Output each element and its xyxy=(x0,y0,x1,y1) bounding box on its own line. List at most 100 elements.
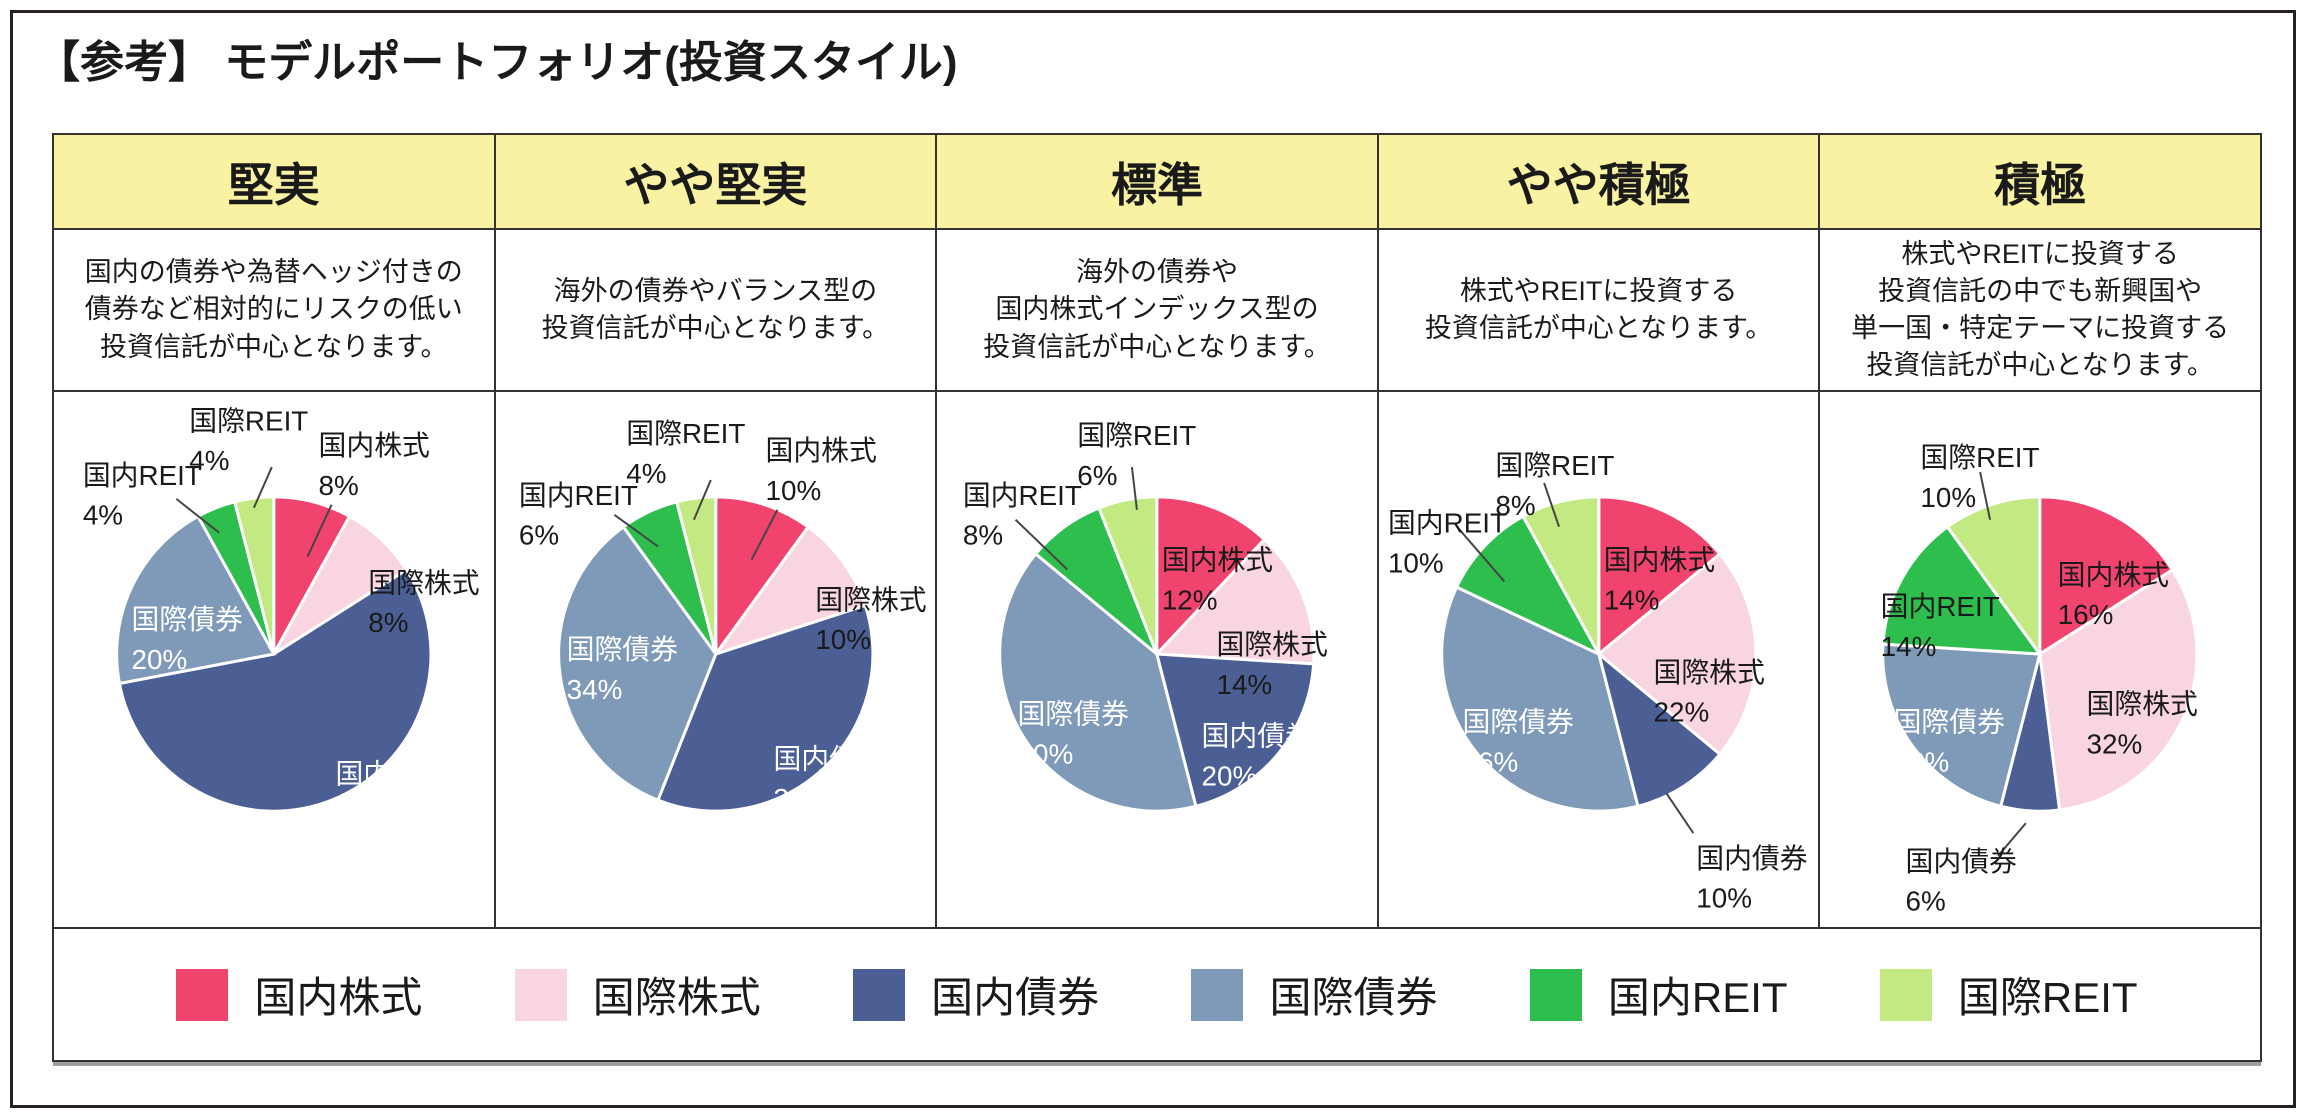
slice-label-name: 国内REIT xyxy=(1388,508,1507,539)
description-line: 投資信託の中でも新興国や xyxy=(1878,275,2203,306)
slice-label-name: 国内債券 xyxy=(1696,843,1807,874)
pie-slice-国内株式 xyxy=(2038,495,2175,657)
style-column: 積極 株式やREITに投資する 投資信託の中でも新興国や 単一国・特定テーマに投資す… xyxy=(1820,135,2260,927)
description-line: 国内株式インデックス型の xyxy=(995,294,1319,325)
pie-slice-国際株式 xyxy=(1596,551,1758,757)
slice-label-name: 国内株式 xyxy=(2058,559,2169,590)
style-description: 国内の債券や為替ヘッジ付きの 債券など相対的にリスクの低い 投資信託が中心となります… xyxy=(54,230,494,392)
slice-label-value: 20% xyxy=(132,644,188,675)
style-columns: 堅実 国内の債券や為替ヘッジ付きの 債券など相対的にリスクの低い 投資信託が中心とな… xyxy=(54,135,2260,927)
style-column: 標準 海外の債券や 国内株式インデックス型の 投資信託が中心となります。 国内株式 1… xyxy=(937,135,1379,927)
pie-slice-国際債券 xyxy=(1439,585,1640,813)
pie-slice-国内債券 xyxy=(117,567,433,813)
pie-slice-国内株式 xyxy=(1597,495,1722,658)
legend-item: 国際債券 xyxy=(1191,964,1438,1025)
slice-label-value: 14% xyxy=(1604,584,1660,615)
style-column: やや積極 株式やREITに投資する 投資信託が中心となります。 国内株式 14% 国際… xyxy=(1378,135,1821,927)
style-description: 株式やREITに投資する 投資信託が中心となります。 xyxy=(1378,230,1819,392)
slice-label-value: 56% xyxy=(335,798,391,829)
slice-label-name: 国内債券 xyxy=(1906,846,2017,877)
allocation-pie-chart: 国内株式 16% 国際株式 32% 国内債券 6% 国際債券 22% 国内REIT 14% 国際RE… xyxy=(1820,392,2260,927)
slice-label-name: 国際債券 xyxy=(1462,707,1573,738)
slice-label-value: 8% xyxy=(319,470,359,501)
legend-label: 国際債券 xyxy=(1269,974,1438,1021)
slice-label-value: 8% xyxy=(963,520,1003,551)
label-leader-line xyxy=(1997,822,2028,857)
pie-slice-国際REIT xyxy=(232,495,276,655)
description-line: 投資信託が中心となります。 xyxy=(1866,350,2214,381)
label-leader-line xyxy=(1665,792,1694,834)
style-header-やや積極: やや積極 xyxy=(1378,135,1819,230)
style-column: やや堅実 海外の債券やバランス型の 投資信託が中心となります。 国内株式 10% 国際… xyxy=(495,135,938,927)
label-leader-line xyxy=(1015,519,1069,571)
slice-label-name: 国際REIT xyxy=(1921,442,2040,473)
slice-label-value: 36% xyxy=(773,783,829,814)
legend-swatch-国際債券 xyxy=(1191,968,1244,1021)
description-line: 海外の債券や xyxy=(1075,257,1238,288)
legend: 国内株式 国際株式 国内債券 国際債券 国内REIT 国際REIT xyxy=(54,927,2260,1060)
label-leader-line xyxy=(1542,482,1560,528)
legend-swatch-国内株式 xyxy=(176,968,229,1021)
slice-label-value: 36% xyxy=(1462,746,1518,777)
pie-slice-国際債券 xyxy=(556,524,718,803)
style-description: 海外の債券やバランス型の 投資信託が中心となります。 xyxy=(495,230,936,392)
slice-label-name: 国際債券 xyxy=(1894,707,2005,738)
label-leader-line xyxy=(1131,466,1139,510)
label-leader-line xyxy=(306,504,333,557)
page-title: 【参考】 モデルポートフォリオ(投資スタイル) xyxy=(36,38,958,87)
pie-svg-やや堅実: 国内株式 10% 国際株式 10% 国内債券 36% 国際債券 34% 国内REIT 6% 国際RE… xyxy=(518,418,926,814)
slice-label-name: 国際債券 xyxy=(132,604,243,635)
style-header-やや堅実: やや堅実 xyxy=(495,135,936,230)
pie-slice-国際株式 xyxy=(2038,567,2199,812)
style-header-堅実: 堅実 xyxy=(54,135,494,230)
allocation-pie-chart: 国内株式 8% 国際株式 8% 国内債券 56% 国際債券 20% 国内REIT 4% 国際REIT… xyxy=(54,392,494,927)
slice-label-value: 10% xyxy=(1921,482,1977,513)
style-header-積極: 積極 xyxy=(1820,135,2260,230)
portfolio-table: 堅実 国内の債券や為替ヘッジ付きの 債券など相対的にリスクの低い 投資信託が中心とな… xyxy=(52,133,2262,1062)
pie-slice-国内債券 xyxy=(655,603,875,813)
pie-slice-国際株式 xyxy=(1153,537,1316,666)
pie-slice-国際REIT xyxy=(1097,495,1159,655)
label-leader-line xyxy=(613,513,659,548)
legend-label: 国内債券 xyxy=(931,974,1100,1021)
description-line: 株式やREITに投資する xyxy=(1901,238,2179,269)
slice-label-name: 国際REIT xyxy=(626,418,745,449)
pie-slice-国際REIT xyxy=(1945,495,2042,659)
label-leader-line xyxy=(750,509,778,561)
legend-item: 国内REIT xyxy=(1529,964,1788,1025)
allocation-pie-chart: 国内株式 10% 国際株式 10% 国内債券 36% 国際債券 34% 国内REIT 6% 国際RE… xyxy=(496,392,936,927)
pie-slice-国際債券 xyxy=(998,551,1198,813)
slice-label-value: 6% xyxy=(1077,460,1117,491)
slice-label-name: 国際REIT xyxy=(189,405,308,436)
pie-slice-国際債券 xyxy=(1881,642,2043,809)
pie-slice-国内株式 xyxy=(713,495,810,659)
slice-label-value: 6% xyxy=(518,520,558,551)
legend-item: 国際株式 xyxy=(514,964,761,1025)
legend-swatch-国際REIT xyxy=(1879,968,1932,1021)
pie-slice-国際株式 xyxy=(711,524,867,657)
slice-label-name: 国際REIT xyxy=(1077,420,1196,451)
legend-swatch-国内債券 xyxy=(853,968,906,1021)
slice-label-value: 10% xyxy=(1388,547,1444,578)
label-leader-line xyxy=(175,498,220,534)
pie-svg-堅実: 国内株式8%国際株式8%国内債券56%国際債券20%国内REIT4%国際REIT… xyxy=(83,405,480,829)
slice-label-name: 国際REIT xyxy=(1495,450,1614,481)
description-line: 投資信託が中心となります。 xyxy=(983,331,1331,362)
label-leader-line xyxy=(1979,471,1992,520)
slice-label-value: 22% xyxy=(1653,697,1709,728)
slice-label-value: 4% xyxy=(189,445,229,476)
description-line: 国内の債券や為替ヘッジ付きの xyxy=(84,257,463,288)
slice-label-name: 国内REIT xyxy=(518,480,637,511)
description-line: 海外の債券やバランス型の xyxy=(553,275,878,306)
legend-swatch-国内REIT xyxy=(1529,968,1582,1021)
slice-label-value: 10% xyxy=(765,475,821,506)
slice-label-name: 国内株式 xyxy=(319,430,430,461)
style-header-標準: 標準 xyxy=(937,135,1377,230)
legend-swatch-国際株式 xyxy=(514,968,567,1021)
slice-label-value: 6% xyxy=(1906,886,1946,917)
legend-label: 国内株式 xyxy=(254,974,423,1021)
slice-label-name: 国内REIT xyxy=(1881,591,2000,622)
slice-label-value: 4% xyxy=(626,458,666,489)
pie-slice-国内債券 xyxy=(1155,652,1316,809)
page-border xyxy=(10,10,2296,1108)
